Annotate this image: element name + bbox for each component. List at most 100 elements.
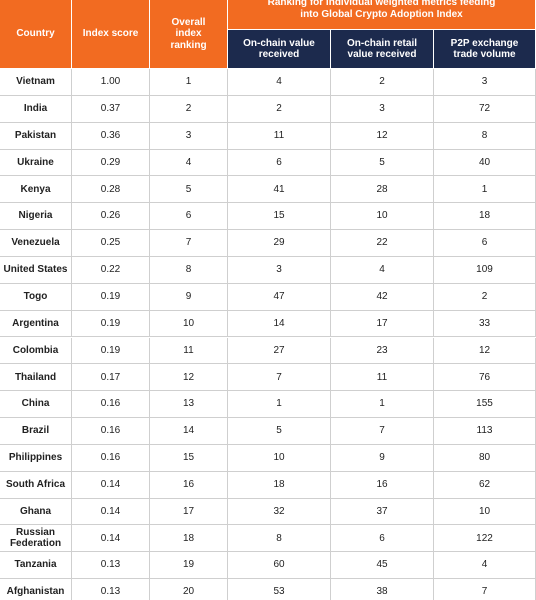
value-cell: 9	[150, 283, 228, 311]
value-cell: 17	[331, 310, 434, 338]
value-cell: 6	[150, 203, 228, 231]
value-cell: 47	[228, 283, 331, 311]
value-cell: 18	[150, 525, 228, 553]
value-cell: 113	[434, 418, 536, 445]
value-cell: 10	[331, 203, 434, 231]
country-cell: Thailand	[0, 364, 72, 392]
country-cell: Togo	[0, 283, 72, 311]
value-cell: 5	[150, 176, 228, 204]
country-cell: China	[0, 391, 72, 419]
value-cell: 80	[434, 444, 536, 472]
value-cell: 0.36	[72, 122, 150, 150]
value-cell: 18	[434, 203, 536, 231]
value-cell: 1	[331, 391, 434, 419]
value-cell: 7	[228, 364, 331, 392]
country-cell: India	[0, 95, 72, 123]
value-cell: 1	[150, 69, 228, 96]
value-cell: 5	[228, 418, 331, 445]
value-cell: 7	[150, 230, 228, 257]
value-cell: 10	[150, 310, 228, 338]
country-cell: Afghanistan	[0, 579, 72, 600]
value-cell: 0.13	[72, 579, 150, 600]
value-cell: 6	[434, 230, 536, 257]
value-cell: 10	[434, 498, 536, 526]
value-cell: 1	[434, 176, 536, 204]
value-cell: 13	[150, 391, 228, 419]
value-cell: 0.19	[72, 310, 150, 338]
value-cell: 11	[150, 337, 228, 365]
country-cell: Brazil	[0, 418, 72, 445]
value-cell: 1.00	[72, 69, 150, 96]
value-cell: 12	[331, 122, 434, 150]
value-cell: 0.22	[72, 256, 150, 284]
value-cell: 4	[150, 149, 228, 177]
value-cell: 72	[434, 95, 536, 123]
header-cell: Country	[0, 0, 72, 68]
value-cell: 8	[228, 525, 331, 553]
value-cell: 62	[434, 471, 536, 499]
value-cell: 19	[150, 552, 228, 580]
value-cell: 3	[434, 69, 536, 96]
value-cell: 17	[150, 498, 228, 526]
value-cell: 0.16	[72, 444, 150, 472]
header-cell: Overall index ranking	[150, 0, 228, 68]
country-cell: United States	[0, 256, 72, 284]
value-cell: 20	[150, 579, 228, 600]
group-header: Ranking for individual weighted metrics …	[228, 0, 536, 30]
header-cell: Index score	[72, 0, 150, 68]
value-cell: 6	[228, 149, 331, 177]
value-cell: 4	[434, 552, 536, 580]
country-cell: Vietnam	[0, 69, 72, 96]
country-cell: Kenya	[0, 176, 72, 204]
country-cell: Philippines	[0, 444, 72, 472]
value-cell: 4	[331, 256, 434, 284]
country-cell: Venezuela	[0, 230, 72, 257]
value-cell: 0.16	[72, 391, 150, 419]
value-cell: 3	[228, 256, 331, 284]
value-cell: 109	[434, 256, 536, 284]
value-cell: 42	[331, 283, 434, 311]
value-cell: 15	[150, 444, 228, 472]
value-cell: 0.19	[72, 337, 150, 365]
value-cell: 14	[228, 310, 331, 338]
value-cell: 33	[434, 310, 536, 338]
value-cell: 60	[228, 552, 331, 580]
country-cell: Colombia	[0, 337, 72, 365]
subheader-cell: P2P exchange trade volume	[434, 30, 536, 68]
subheader-cell: On-chain value received	[228, 30, 331, 68]
value-cell: 0.25	[72, 230, 150, 257]
value-cell: 41	[228, 176, 331, 204]
value-cell: 0.26	[72, 203, 150, 231]
value-cell: 38	[331, 579, 434, 600]
country-cell: Nigeria	[0, 203, 72, 231]
value-cell: 5	[331, 149, 434, 177]
value-cell: 27	[228, 337, 331, 365]
value-cell: 8	[434, 122, 536, 150]
subheader-cell: On-chain retail value received	[331, 30, 434, 68]
value-cell: 0.37	[72, 95, 150, 123]
value-cell: 2	[228, 95, 331, 123]
value-cell: 0.28	[72, 176, 150, 204]
value-cell: 40	[434, 149, 536, 177]
value-cell: 16	[150, 471, 228, 499]
value-cell: 122	[434, 525, 536, 553]
value-cell: 2	[434, 283, 536, 311]
value-cell: 0.29	[72, 149, 150, 177]
value-cell: 53	[228, 579, 331, 600]
value-cell: 0.13	[72, 552, 150, 580]
value-cell: 0.14	[72, 498, 150, 526]
value-cell: 2	[331, 69, 434, 96]
value-cell: 155	[434, 391, 536, 419]
value-cell: 29	[228, 230, 331, 257]
value-cell: 3	[331, 95, 434, 123]
country-cell: Ukraine	[0, 149, 72, 177]
value-cell: 7	[331, 418, 434, 445]
value-cell: 8	[150, 256, 228, 284]
value-cell: 0.14	[72, 525, 150, 553]
value-cell: 3	[150, 122, 228, 150]
value-cell: 4	[228, 69, 331, 96]
value-cell: 32	[228, 498, 331, 526]
value-cell: 9	[331, 444, 434, 472]
value-cell: 0.16	[72, 418, 150, 445]
